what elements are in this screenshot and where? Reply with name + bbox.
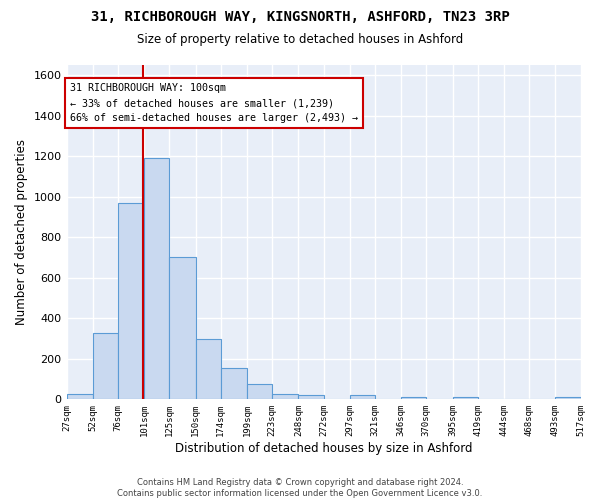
Bar xyxy=(196,338,221,400)
Text: 31 RICHBOROUGH WAY: 100sqm
← 33% of detached houses are smaller (1,239)
66% of s: 31 RICHBOROUGH WAY: 100sqm ← 33% of deta… xyxy=(70,83,358,123)
Bar xyxy=(401,398,427,400)
Text: Size of property relative to detached houses in Ashford: Size of property relative to detached ho… xyxy=(137,32,463,46)
Bar xyxy=(247,384,272,400)
Bar xyxy=(272,394,298,400)
Bar xyxy=(350,396,375,400)
Bar xyxy=(298,396,323,400)
Bar xyxy=(169,258,196,400)
Y-axis label: Number of detached properties: Number of detached properties xyxy=(15,139,28,325)
Bar xyxy=(452,398,478,400)
Text: Contains HM Land Registry data © Crown copyright and database right 2024.
Contai: Contains HM Land Registry data © Crown c… xyxy=(118,478,482,498)
Bar xyxy=(221,368,247,400)
X-axis label: Distribution of detached houses by size in Ashford: Distribution of detached houses by size … xyxy=(175,442,472,455)
Bar xyxy=(93,334,118,400)
Bar xyxy=(556,398,581,400)
Text: 31, RICHBOROUGH WAY, KINGSNORTH, ASHFORD, TN23 3RP: 31, RICHBOROUGH WAY, KINGSNORTH, ASHFORD… xyxy=(91,10,509,24)
Bar xyxy=(118,203,144,400)
Bar xyxy=(144,158,169,400)
Bar xyxy=(67,394,93,400)
